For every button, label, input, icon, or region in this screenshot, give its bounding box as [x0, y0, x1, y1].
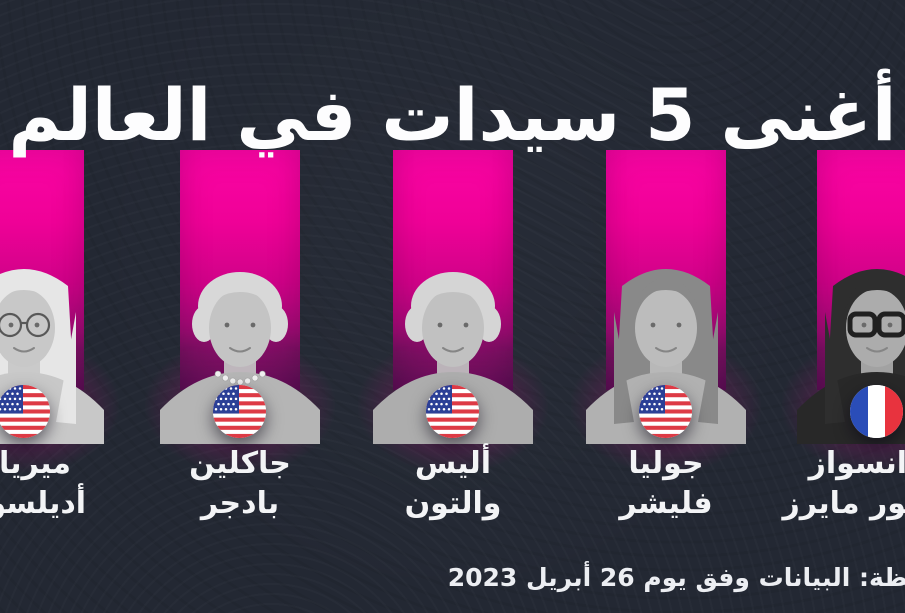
person-name-line2: أديلسون — [0, 486, 87, 521]
infographic-title: أغنى 5 سيدات في العالم — [8, 73, 897, 158]
pink-glow — [145, 338, 335, 473]
person-name-line2: بادجر — [200, 486, 280, 521]
person-name-line1: ميريام — [0, 446, 71, 481]
pink-column — [817, 150, 905, 390]
pink-glow — [782, 338, 905, 473]
person-name: أليس والتون — [333, 444, 573, 524]
person-name-line2: والتون — [404, 486, 502, 521]
france-flag-icon — [850, 385, 903, 438]
person-name: جوليا فليشر — [546, 444, 786, 524]
us-flag-icon — [426, 385, 479, 438]
portrait-photo — [152, 252, 328, 444]
portrait-photo — [365, 252, 541, 444]
person-name-line2: بيتنكور مايرز — [782, 486, 905, 521]
us-flag-icon — [639, 385, 692, 438]
person-name: ميريام أديلسون — [0, 444, 144, 524]
portrait-photo — [578, 252, 754, 444]
person-name-line1: فرانسواز — [808, 446, 905, 481]
pink-glow — [571, 338, 761, 473]
portrait-photo — [0, 252, 112, 444]
us-flag-icon — [213, 385, 266, 438]
pink-column — [393, 150, 513, 390]
person-name: جاكلين بادجر — [120, 444, 360, 524]
data-note: ملاحظة: البيانات وفق يوم 26 أبريل 2023 — [447, 563, 905, 592]
person-name: فرانسواز بيتنكور مايرز — [757, 444, 905, 524]
person-name-line1: أليس — [414, 446, 492, 481]
portrait-photo — [789, 252, 905, 444]
pink-column — [180, 150, 300, 390]
person-name-line1: جوليا — [628, 446, 704, 481]
person-name-line2: فليشر — [619, 486, 713, 521]
pink-glow — [0, 338, 119, 473]
person-name-line1: جاكلين — [189, 446, 291, 481]
pink-column — [606, 150, 726, 390]
us-flag-icon — [0, 385, 50, 438]
pink-glow — [358, 338, 548, 473]
pink-column — [0, 150, 84, 390]
